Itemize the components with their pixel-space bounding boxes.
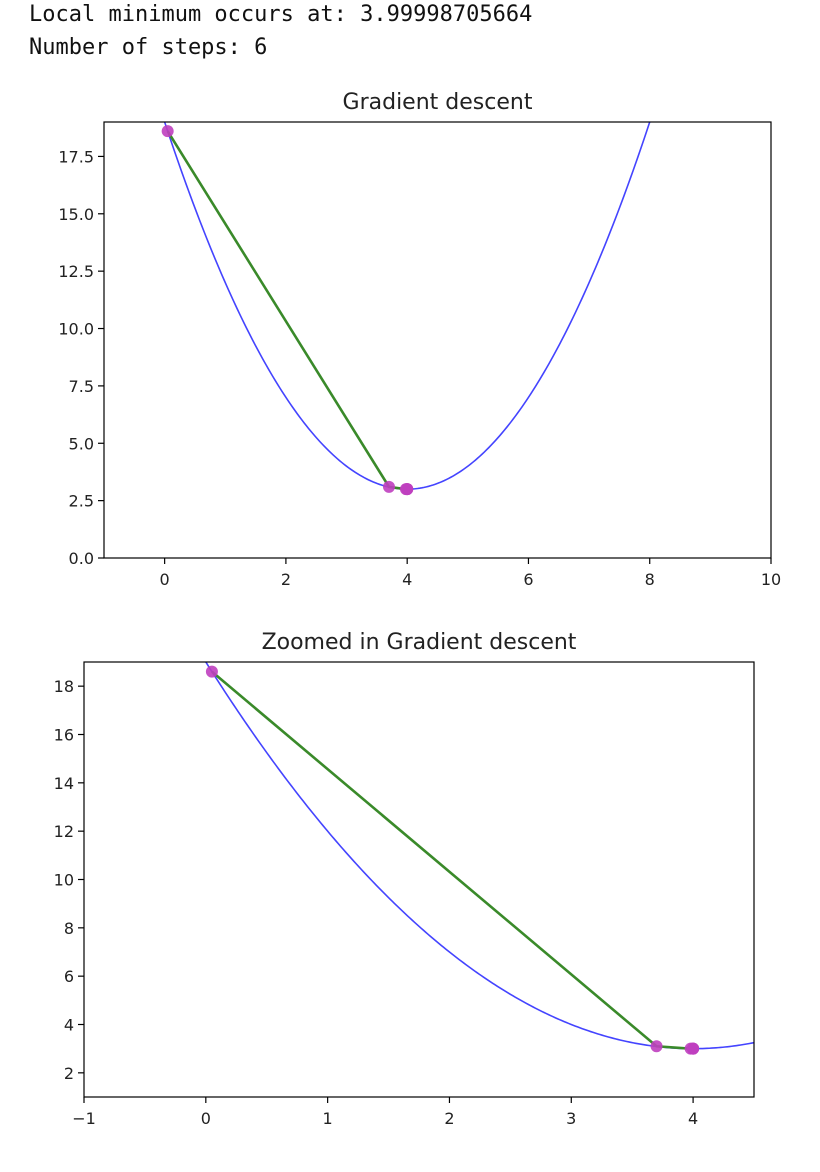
chart-title: Gradient descent xyxy=(343,90,533,115)
function-curve xyxy=(163,122,651,490)
x-tick-label: 2 xyxy=(444,1109,454,1128)
x-tick-label: 1 xyxy=(323,1109,333,1128)
y-tick-label: 8 xyxy=(64,919,74,938)
step-point xyxy=(161,125,174,138)
y-tick-label: 17.5 xyxy=(58,147,94,166)
function-curve xyxy=(204,662,754,1050)
y-tick-label: 2.5 xyxy=(69,492,94,511)
step-point xyxy=(401,483,414,496)
gradient-descent-chart: Gradient descent 0 2 4 6 8 10 0.0 2.5 5.0 7.5 10.0 1… xyxy=(58,90,781,589)
x-tick-label: 3 xyxy=(566,1109,576,1128)
x-tick-label: −1 xyxy=(72,1109,96,1128)
axes-frame xyxy=(103,121,772,559)
y-tick-label: 18 xyxy=(54,677,74,696)
y-tick-label: 14 xyxy=(54,774,74,793)
chart-title: Zoomed in Gradient descent xyxy=(262,630,577,655)
y-tick-label: 6 xyxy=(64,967,74,986)
y-tick-label: 12 xyxy=(54,822,74,841)
axes-frame xyxy=(83,661,755,1098)
steps-count-output: Number of steps: 6 xyxy=(29,35,268,60)
y-tick-label: 10.0 xyxy=(58,320,94,339)
x-tick-label: 0 xyxy=(201,1109,211,1128)
step-point xyxy=(650,1040,663,1053)
y-tick-label: 4 xyxy=(64,1016,74,1035)
x-tick-label: 8 xyxy=(645,570,655,589)
y-tick-label: 12.5 xyxy=(58,262,94,281)
y-tick-label: 0.0 xyxy=(69,549,94,568)
descent-path xyxy=(166,130,408,491)
y-tick-label: 7.5 xyxy=(69,377,94,396)
step-point xyxy=(205,665,218,678)
local-minimum-output: Local minimum occurs at: 3.99998705664 xyxy=(29,2,533,27)
y-tick-label: 16 xyxy=(54,726,74,745)
y-tick-label: 15.0 xyxy=(58,205,94,224)
y-tick-label: 2 xyxy=(64,1064,74,1083)
x-tick-label: 6 xyxy=(523,570,533,589)
x-tick-label: 0 xyxy=(160,570,170,589)
step-point xyxy=(382,480,395,493)
x-tick-label: 10 xyxy=(761,570,781,589)
x-tick-label: 2 xyxy=(281,570,291,589)
step-point xyxy=(687,1042,700,1055)
descent-path xyxy=(211,670,694,1050)
x-tick-label: 4 xyxy=(402,570,412,589)
x-tick-label: 4 xyxy=(688,1109,698,1128)
y-tick-label: 10 xyxy=(54,871,74,890)
zoomed-gradient-descent-chart: Zoomed in Gradient descent−1 0 1 2 3 42468101… xyxy=(54,630,755,1128)
y-tick-label: 5.0 xyxy=(69,434,94,453)
